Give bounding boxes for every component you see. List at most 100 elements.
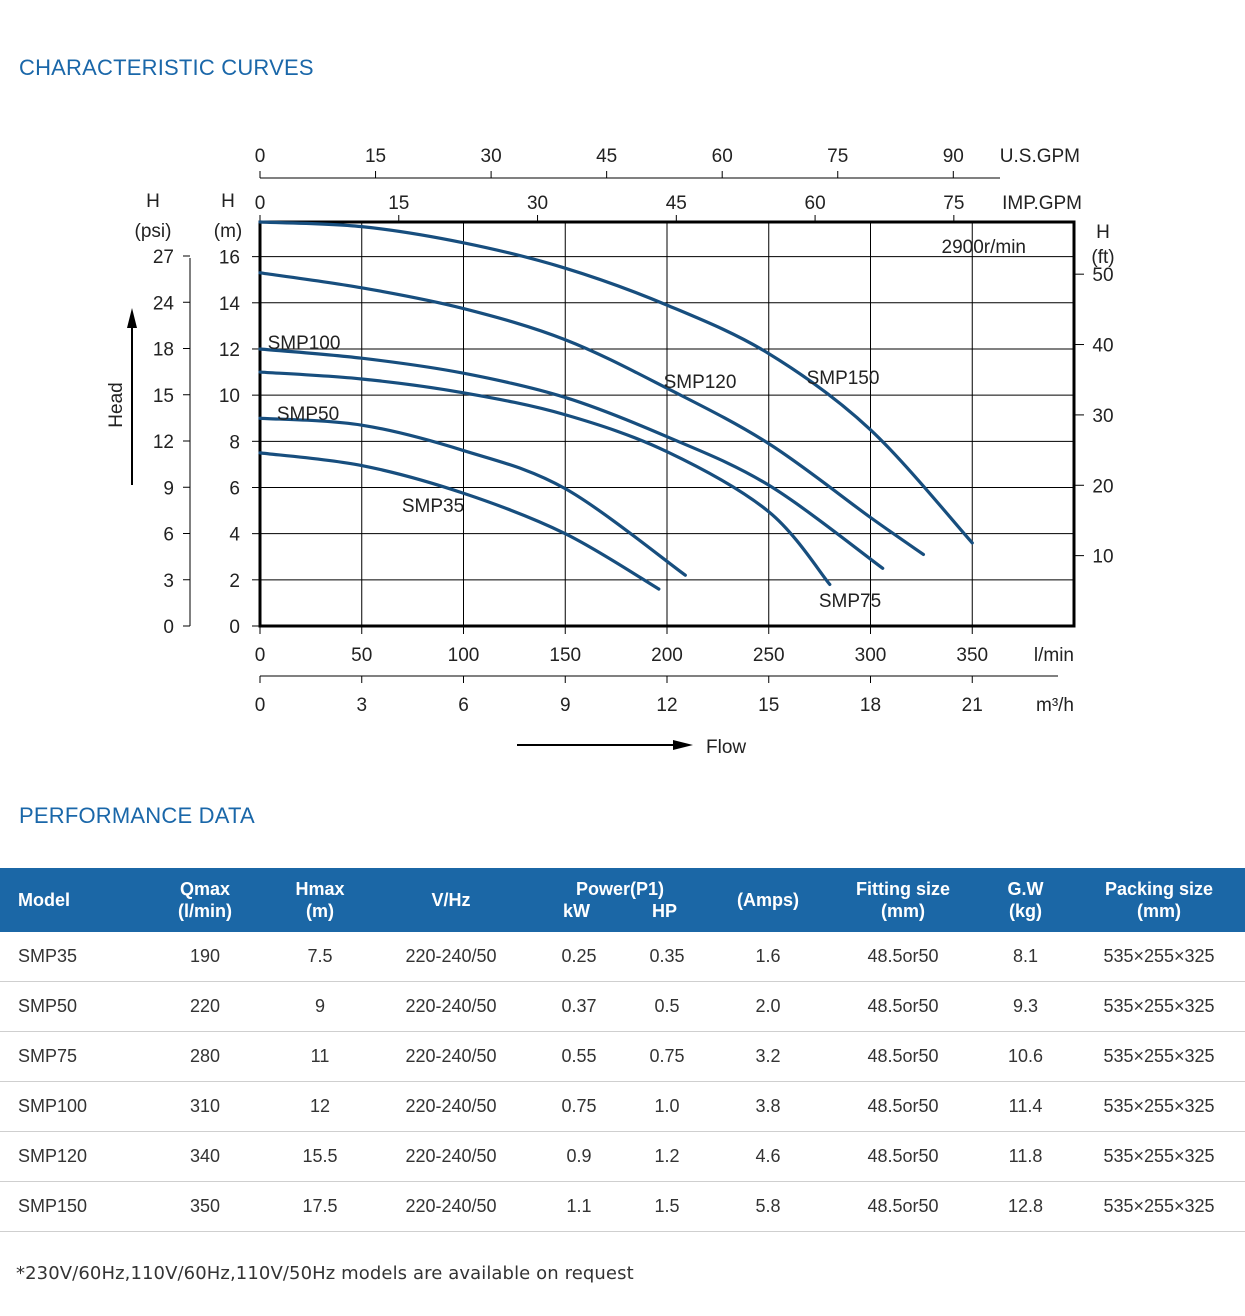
y-axis-m-tick-label: 8 <box>229 432 240 453</box>
cell-gw: 10.6 <box>978 1031 1073 1082</box>
header-vhz: V/Hz <box>370 868 532 932</box>
cell-qmax: 220 <box>140 981 270 1032</box>
header-hmax: Hmax (m) <box>270 868 370 932</box>
x-axis-m3h-tick-label: 15 <box>758 695 779 716</box>
x-axis-lmin-unit: l/min <box>1034 645 1074 666</box>
table-row: SMP100 310 12 220-240/50 0.75 1.0 3.8 48… <box>0 1081 1245 1132</box>
curve-smp35 <box>258 451 661 591</box>
cell-hp: 0.75 <box>626 1031 708 1082</box>
y-axis-m-tick-label: 0 <box>229 617 240 638</box>
y-axis-psi-tick-label: 24 <box>153 293 175 314</box>
y-axis-m-tick-label: 6 <box>229 478 240 499</box>
table-row: SMP35 190 7.5 220-240/50 0.25 0.35 1.6 4… <box>0 932 1245 982</box>
x-axis-usgpm-tick-label: 0 <box>255 146 266 167</box>
header-kw: kW <box>562 901 590 921</box>
curve-label-smp35: SMP35 <box>402 496 464 517</box>
table-row: SMP75 280 11 220-240/50 0.55 0.75 3.2 48… <box>0 1031 1245 1082</box>
x-axis-m3h-tick-label: 9 <box>560 695 571 716</box>
cell-gw: 9.3 <box>978 981 1073 1032</box>
x-axis-usgpm-tick-label: 75 <box>827 146 848 167</box>
header-packing: Packing size (mm) <box>1073 868 1245 932</box>
cell-gw: 11.8 <box>978 1131 1073 1182</box>
x-axis-lmin-tick-label: 150 <box>549 645 581 666</box>
cell-packing: 535×255×325 <box>1073 1181 1245 1232</box>
x-axis-usgpm-tick-label: 30 <box>481 146 502 167</box>
cell-amps: 5.8 <box>708 1181 828 1232</box>
y-axis-m-tick-label: 14 <box>219 294 241 315</box>
cell-packing: 535×255×325 <box>1073 932 1245 982</box>
x-axis-usgpm-tick-label: 60 <box>712 146 733 167</box>
cell-kw: 0.25 <box>532 932 626 982</box>
table-row: SMP50 220 9 220-240/50 0.37 0.5 2.0 48.5… <box>0 981 1245 1032</box>
cell-model: SMP75 <box>0 1031 140 1082</box>
header-amps: (Amps) <box>708 868 828 932</box>
cell-qmax: 190 <box>140 932 270 982</box>
y-axis-psi-tick-label: 9 <box>163 478 174 499</box>
footnote: *230V/60Hz,110V/60Hz,110V/50Hz models ar… <box>16 1263 634 1284</box>
cell-fitting: 48.5or50 <box>828 1181 978 1232</box>
cell-hp: 0.5 <box>626 981 708 1032</box>
cell-model: SMP120 <box>0 1131 140 1182</box>
y-axis-ft-title: H <box>1096 222 1110 243</box>
cell-hmax: 7.5 <box>270 932 370 982</box>
cell-fitting: 48.5or50 <box>828 932 978 982</box>
header-qmax: Qmax (l/min) <box>140 868 270 932</box>
cell-vhz: 220-240/50 <box>370 1181 532 1232</box>
cell-qmax: 340 <box>140 1131 270 1182</box>
cell-model: SMP150 <box>0 1181 140 1232</box>
x-axis-m3h-tick-label: 3 <box>356 695 367 716</box>
x-axis-lmin-tick-label: 0 <box>255 645 266 666</box>
cell-kw: 0.75 <box>532 1081 626 1132</box>
x-axis-title: Flow <box>706 737 746 758</box>
x-axis-impgpm-tick-label: 75 <box>943 193 964 214</box>
x-axis-impgpm-unit: IMP.GPM <box>1002 193 1082 214</box>
header-fitting: Fitting size (mm) <box>828 868 978 932</box>
performance-title: PERFORMANCE DATA <box>19 803 255 828</box>
y-axis-ft-tick-label: 30 <box>1092 406 1113 427</box>
performance-table: Model Qmax (l/min) Hmax (m) V/Hz Power(P1)… <box>0 868 1245 1232</box>
speed-label: 2900r/min <box>942 237 1027 258</box>
curve-label-smp50: SMP50 <box>277 404 339 425</box>
y-axis-m-unit: (m) <box>214 221 242 242</box>
cell-hmax: 11 <box>270 1031 370 1082</box>
x-axis-impgpm-tick-label: 30 <box>527 193 548 214</box>
cell-hmax: 9 <box>270 981 370 1032</box>
table-row: SMP120 340 15.5 220-240/50 0.9 1.2 4.6 4… <box>0 1131 1245 1182</box>
cell-qmax: 310 <box>140 1081 270 1132</box>
x-axis-lmin-tick-label: 50 <box>351 645 372 666</box>
y-axis-m-title: H <box>221 191 235 212</box>
header-model: Model <box>0 868 140 932</box>
y-axis-psi-tick-label: 12 <box>153 432 174 453</box>
y-axis-m-tick-label: 2 <box>229 571 240 592</box>
x-axis-lmin-tick-label: 250 <box>753 645 785 666</box>
y-axis-psi-unit: (psi) <box>135 221 172 242</box>
x-axis-lmin-tick-label: 200 <box>651 645 683 666</box>
y-axis-ft-tick-label: 40 <box>1092 336 1113 357</box>
cell-qmax: 350 <box>140 1181 270 1232</box>
cell-fitting: 48.5or50 <box>828 981 978 1032</box>
y-axis-m-tick-label: 4 <box>229 525 240 546</box>
cell-fitting: 48.5or50 <box>828 1131 978 1182</box>
curve-series <box>258 220 974 591</box>
curve-smp75 <box>258 370 832 587</box>
cell-gw: 12.8 <box>978 1181 1073 1232</box>
x-axis-impgpm-tick-label: 45 <box>666 193 687 214</box>
cell-hp: 1.0 <box>626 1081 708 1132</box>
header-hp: HP <box>651 901 677 921</box>
cell-model: SMP50 <box>0 981 140 1032</box>
y-axis-psi-title: H <box>146 191 160 212</box>
cell-vhz: 220-240/50 <box>370 1131 532 1182</box>
x-axis-usgpm-tick-label: 90 <box>943 146 964 167</box>
cell-hmax: 15.5 <box>270 1131 370 1182</box>
x-axis-m3h-tick-label: 21 <box>962 695 983 716</box>
cell-vhz: 220-240/50 <box>370 1081 532 1132</box>
cell-amps: 3.2 <box>708 1031 828 1082</box>
curve-smp120 <box>258 271 926 557</box>
chart-labels: Head Flow 2900r/min SMP35 SMP50 SMP75 SMP100 SM… <box>106 237 1026 758</box>
header-power: Power(P1) kW HP <box>532 868 708 932</box>
chart-grid <box>260 222 1074 626</box>
x-axis-m3h-tick-label: 18 <box>860 695 881 716</box>
y-axis-psi-tick-label: 0 <box>163 617 174 638</box>
